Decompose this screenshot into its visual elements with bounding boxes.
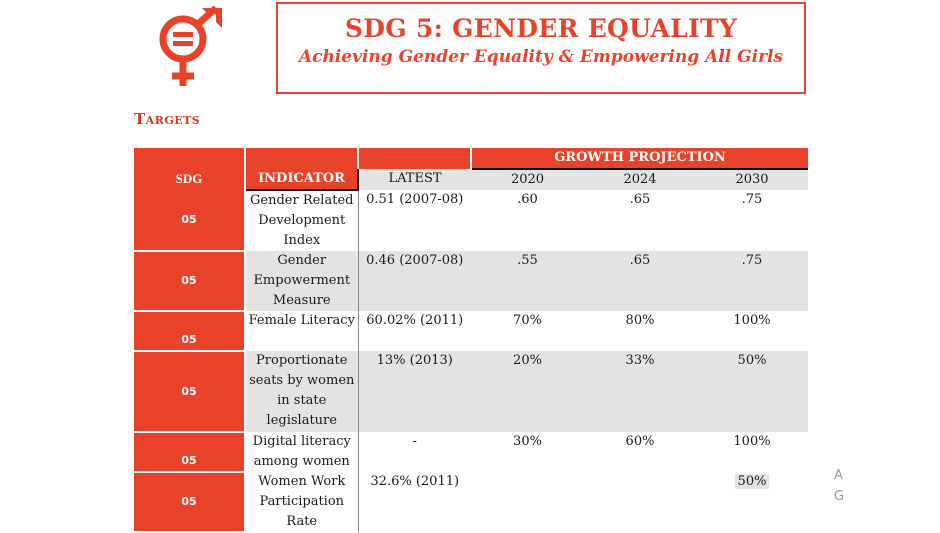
value-2020-cell (471, 472, 584, 532)
value-2024-cell: .65 (584, 251, 696, 311)
value-2024-cell (584, 472, 696, 532)
latest-cell: - (358, 432, 471, 472)
table-row: 05 Female Literacy 60.02% (2011) 70% 80%… (134, 311, 808, 352)
col-header-sdg: SDG (134, 169, 246, 190)
value-2024-cell: 60% (584, 432, 696, 472)
table-row: 05 Gender Related Development Index 0.51… (134, 190, 808, 252)
indicator-cell: Gender Related Development Index (245, 190, 359, 251)
growth-projection-header: GROWTH PROJECTION (471, 148, 808, 170)
value-2024-cell: 80% (584, 311, 696, 351)
sdg-cell: 05 (134, 432, 246, 473)
sdg-cell: 05 (134, 190, 246, 252)
indicator-cell: Women Work Participation Rate (245, 472, 359, 532)
page-subtitle: Achieving Gender Equality & Empowering A… (298, 47, 784, 67)
highlighted-value: 50% (734, 474, 770, 489)
latest-cell: 0.51 (2007-08) (358, 190, 471, 251)
value-2030-cell: 50% (696, 351, 808, 432)
gender-equality-icon (159, 6, 222, 86)
targets-table: GROWTH PROJECTION SDG INDICATOR LATEST 2… (134, 148, 808, 533)
value-2030-cell: .75 (696, 251, 808, 311)
col-header-2024: 2024 (584, 169, 696, 190)
indicator-cell: Digital literacy among women (245, 432, 359, 472)
indicator-cell: Proportionate seats by women in state le… (245, 351, 359, 432)
table-row: 05 Women Work Participation Rate 32.6% (… (134, 472, 808, 533)
indicator-cell: Female Literacy (245, 311, 359, 351)
col-header-2020: 2020 (471, 169, 584, 190)
sdg-cell: 05 (134, 251, 246, 312)
value-2020-cell: .55 (471, 251, 584, 311)
table-row: 05 Digital literacy among women - 30% 60… (134, 432, 808, 473)
value-2030-cell: 50% (696, 472, 808, 532)
page-title: SDG 5: GENDER EQUALITY (344, 14, 738, 43)
sdg-cell: 05 (134, 472, 246, 533)
value-2030-cell: 100% (696, 311, 808, 351)
latest-cell: 0.46 (2007-08) (358, 251, 471, 311)
sdg-cell: 05 (134, 351, 246, 433)
title-box: SDG 5: GENDER EQUALITY Achieving Gender … (276, 2, 806, 94)
latest-cell: 13% (2013) (358, 351, 471, 432)
col-header-latest: LATEST (358, 169, 471, 190)
value-2020-cell: 20% (471, 351, 584, 432)
value-2020-cell: 30% (471, 432, 584, 472)
indicator-cell: Gender Empowerment Measure (245, 251, 359, 311)
col-header-2030: 2030 (696, 169, 808, 190)
table-row: 05 Proportionate seats by women in state… (134, 351, 808, 433)
value-2030-cell: .75 (696, 190, 808, 251)
sdg-cell: 05 (134, 311, 246, 352)
value-2020-cell: 70% (471, 311, 584, 351)
col-header-indicator: INDICATOR (244, 169, 359, 191)
side-letter-g: G (834, 489, 845, 504)
table-row: 05 Gender Empowerment Measure 0.46 (2007… (134, 251, 808, 312)
side-letter-a: A (834, 468, 843, 483)
value-2030-cell: 100% (696, 432, 808, 472)
value-2024-cell: .65 (584, 190, 696, 251)
value-2024-cell: 33% (584, 351, 696, 432)
section-label: Targets (134, 110, 201, 128)
latest-cell: 60.02% (2011) (358, 311, 471, 351)
latest-cell: 32.6% (2011) (358, 472, 471, 532)
value-2020-cell: .60 (471, 190, 584, 251)
